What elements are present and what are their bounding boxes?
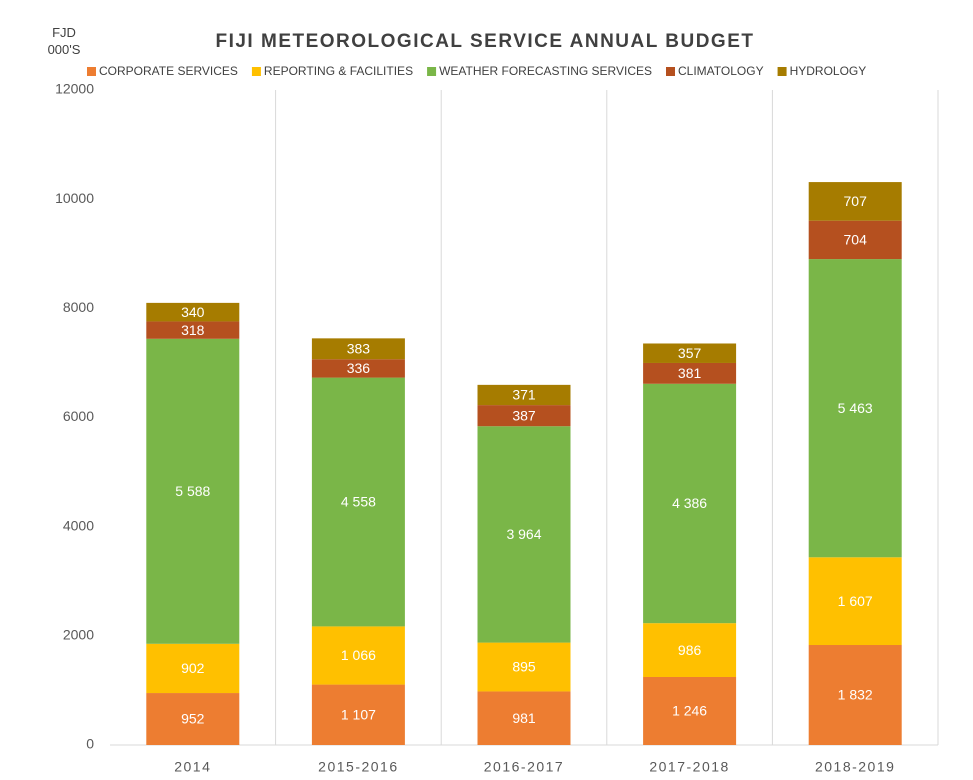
x-tick-label: 2015-2016: [318, 759, 398, 775]
legend-swatch: [427, 67, 437, 76]
data-label: 318: [181, 322, 205, 338]
data-label: 1 607: [838, 593, 873, 609]
bar-segment: [477, 384, 571, 406]
bar-segment: [146, 321, 240, 339]
data-label: 1 107: [341, 706, 376, 722]
legend-swatch: [777, 67, 787, 76]
data-label: 1 832: [838, 687, 873, 703]
data-label: 902: [181, 660, 205, 676]
data-label: 357: [678, 345, 702, 361]
y-tick-label: 4000: [63, 517, 94, 533]
data-label: 371: [512, 387, 536, 403]
data-label: 1 066: [341, 647, 376, 663]
bar-segment: [311, 377, 405, 627]
data-label: 381: [678, 365, 702, 381]
legend-label: CORPORATE SERVICES: [99, 64, 238, 78]
bar-segment: [808, 220, 902, 260]
data-label: 981: [512, 710, 536, 726]
bar-segment: [146, 693, 240, 745]
chart-title: FIJI METEOROLOGICAL SERVICE ANNUAL BUDGE…: [215, 31, 754, 52]
data-label: 952: [181, 711, 205, 727]
y-axis-label: FJD 000'S: [47, 25, 81, 57]
y-tick-label: 10000: [55, 190, 94, 206]
x-tick-label: 2016-2017: [484, 759, 564, 775]
x-tick-label: 2018-2019: [815, 759, 895, 775]
data-label: 5 588: [175, 483, 210, 499]
bar-segment: [311, 626, 405, 685]
bar-segment: [477, 691, 571, 745]
x-tick-label: 2017-2018: [649, 759, 729, 775]
legend-swatch: [251, 67, 261, 76]
data-label: 704: [844, 232, 868, 248]
data-label: 4 386: [672, 495, 707, 511]
legend-label: REPORTING & FACILITIES: [264, 64, 413, 78]
bar-segment: [146, 643, 240, 694]
bar-segment: [146, 302, 240, 322]
bar-segment: [311, 359, 405, 378]
y-tick-label: 2000: [63, 627, 94, 643]
y-tick-label: 6000: [63, 408, 94, 424]
data-label: 707: [844, 193, 868, 209]
bar-segment: [643, 343, 737, 363]
data-label: 4 558: [341, 494, 376, 510]
bar-segment: [477, 426, 571, 643]
bar-segment: [311, 338, 405, 360]
bar-segment: [146, 338, 240, 644]
bar-segment: [643, 362, 737, 384]
bar-segment: [808, 182, 902, 221]
bar-segment: [477, 405, 571, 427]
bar-segment: [477, 642, 571, 692]
data-label: 1 246: [672, 703, 707, 719]
legend-swatch: [666, 67, 675, 76]
data-label: 387: [512, 407, 536, 423]
data-label: 986: [678, 642, 702, 658]
legend-label: HYDROLOGY: [790, 64, 867, 78]
data-label: 895: [512, 659, 536, 675]
data-label: 383: [347, 341, 371, 357]
y-tick-label: 8000: [63, 299, 94, 315]
bar-segment: [643, 676, 737, 745]
data-label: 3 964: [506, 526, 541, 542]
y-tick-label: 12000: [55, 81, 94, 97]
bar-segment: [808, 645, 902, 745]
bar-segment: [808, 557, 902, 646]
x-tick-label: 2014: [174, 759, 211, 775]
legend-label: WEATHER FORECASTING SERVICES: [439, 64, 652, 78]
data-label: 336: [347, 360, 371, 376]
bar-segment: [643, 383, 737, 624]
y-tick-label: 0: [86, 736, 94, 752]
bar-segment: [643, 623, 737, 677]
legend-swatch: [87, 67, 96, 76]
bar-segment: [808, 259, 902, 558]
data-label: 5 463: [838, 400, 873, 416]
bar-segment: [311, 684, 405, 745]
data-label: 340: [181, 304, 205, 320]
legend-label: CLIMATOLOGY: [678, 64, 764, 78]
